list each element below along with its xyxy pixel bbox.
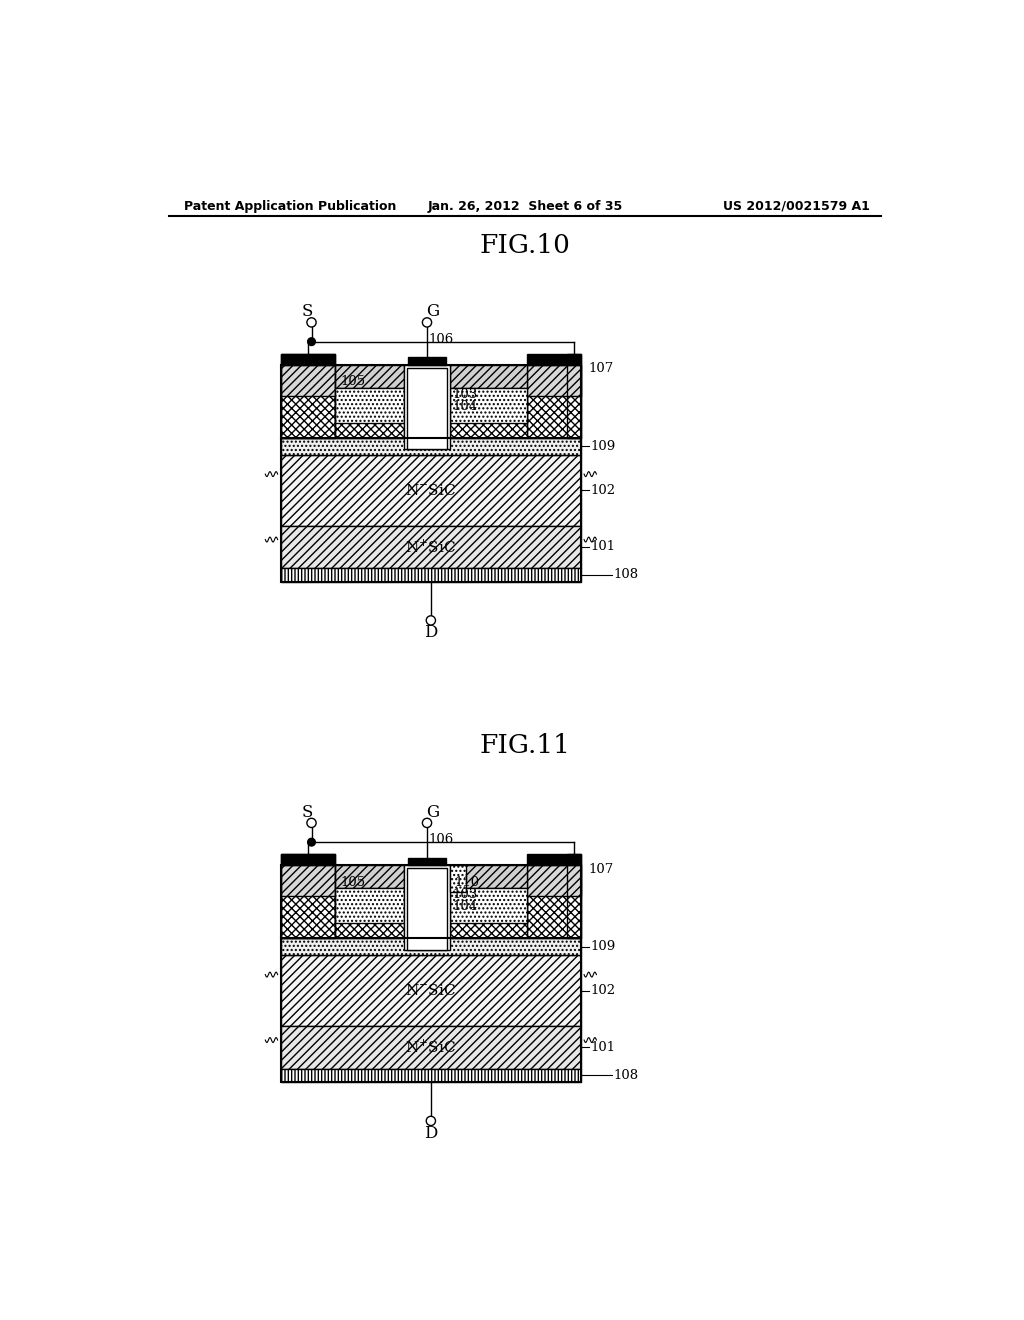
Text: 101: 101 (590, 1041, 615, 1053)
Text: FIG.10: FIG.10 (479, 232, 570, 257)
Circle shape (307, 318, 316, 327)
Text: US 2012/0021579 A1: US 2012/0021579 A1 (723, 199, 869, 213)
Bar (451, 866, 466, 892)
Bar (281, 364, 335, 396)
Bar (281, 956, 581, 1026)
Text: 103: 103 (453, 888, 477, 902)
Bar (527, 854, 581, 866)
Bar (527, 866, 581, 896)
Bar (407, 869, 447, 950)
Text: G: G (427, 304, 439, 321)
Bar (281, 866, 335, 939)
Text: 104: 104 (453, 400, 477, 413)
Bar (281, 866, 335, 896)
Text: N$^{-}$SiC: N$^{-}$SiC (406, 983, 457, 998)
Text: Jan. 26, 2012  Sheet 6 of 35: Jan. 26, 2012 Sheet 6 of 35 (427, 199, 623, 213)
Text: D: D (424, 1125, 437, 1142)
Text: 108: 108 (613, 569, 639, 582)
Circle shape (422, 818, 432, 828)
Text: N$^{-}$SiC: N$^{-}$SiC (406, 483, 457, 498)
Text: 106: 106 (429, 333, 454, 346)
Text: 106: 106 (429, 833, 454, 846)
Bar (281, 438, 581, 455)
Circle shape (426, 1117, 435, 1126)
Bar (281, 568, 581, 582)
Bar (527, 866, 581, 939)
Bar (281, 525, 581, 568)
Circle shape (307, 818, 316, 828)
Text: 108: 108 (613, 1069, 639, 1082)
Bar (527, 364, 581, 396)
Text: S: S (302, 304, 313, 321)
Bar (335, 364, 403, 438)
Bar (335, 364, 403, 388)
Text: D: D (424, 624, 437, 642)
Bar (527, 364, 581, 438)
Text: 107: 107 (589, 362, 614, 375)
Bar (567, 854, 581, 939)
Text: S: S (302, 804, 313, 821)
Bar (451, 388, 527, 422)
Bar (408, 358, 446, 364)
Text: 102: 102 (590, 985, 615, 998)
Bar (281, 354, 335, 364)
Bar (451, 364, 527, 388)
Bar (451, 364, 527, 438)
Bar (567, 354, 581, 438)
Text: N$^{+}$SiC: N$^{+}$SiC (406, 539, 457, 556)
Bar (451, 866, 527, 888)
Circle shape (307, 338, 315, 346)
Bar (407, 368, 447, 449)
Circle shape (426, 615, 435, 626)
Text: G: G (427, 804, 439, 821)
Bar (335, 888, 403, 923)
Text: 102: 102 (590, 483, 615, 496)
Bar (335, 388, 403, 422)
Text: FIG.11: FIG.11 (479, 734, 570, 759)
Bar (451, 866, 527, 939)
Bar (408, 858, 446, 866)
Bar (335, 866, 403, 888)
Text: 105: 105 (341, 375, 366, 388)
Circle shape (307, 838, 315, 846)
Bar (281, 364, 335, 438)
Bar (403, 866, 451, 950)
Bar (281, 1069, 581, 1082)
Text: 110: 110 (454, 875, 479, 888)
Text: N$^{+}$SiC: N$^{+}$SiC (406, 1039, 457, 1056)
Text: Patent Application Publication: Patent Application Publication (184, 199, 397, 213)
Bar (281, 939, 581, 956)
Bar (281, 1026, 581, 1068)
Text: 107: 107 (589, 862, 614, 875)
Bar (281, 866, 581, 1082)
Bar (281, 854, 335, 939)
Bar (335, 866, 403, 939)
Bar (281, 364, 581, 582)
Text: 103: 103 (453, 388, 477, 400)
Text: 105: 105 (341, 875, 366, 888)
Bar (281, 354, 335, 438)
Bar (281, 455, 581, 525)
Circle shape (422, 318, 432, 327)
Text: 109: 109 (590, 940, 615, 953)
Bar (527, 354, 581, 364)
Text: 101: 101 (590, 540, 615, 553)
Text: 104: 104 (453, 900, 477, 913)
Bar (403, 364, 451, 449)
Text: 109: 109 (590, 440, 615, 453)
Bar (281, 854, 335, 866)
Bar (451, 888, 527, 923)
